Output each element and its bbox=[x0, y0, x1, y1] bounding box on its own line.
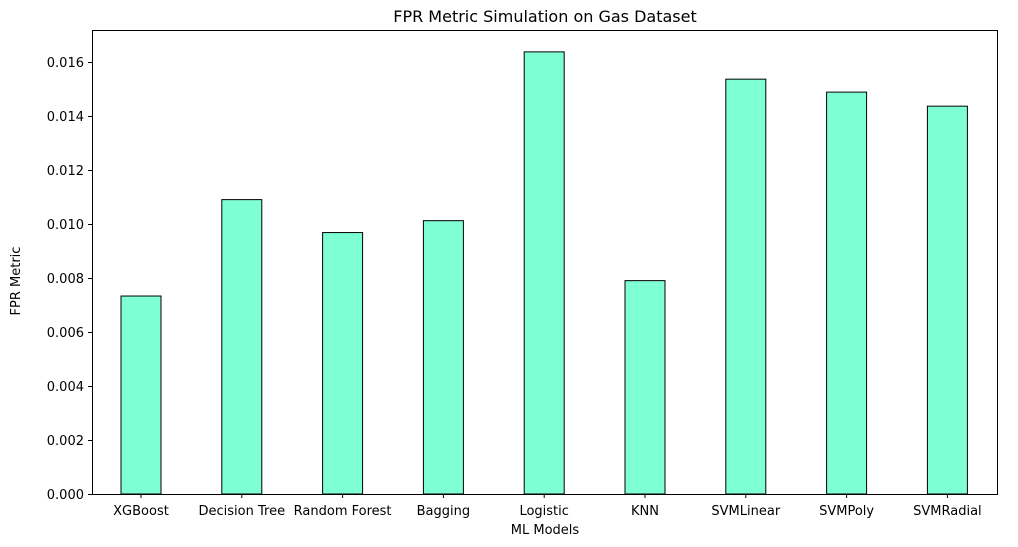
bar-xgboost bbox=[120, 295, 162, 495]
bars-group bbox=[120, 51, 968, 495]
x-tick-label: SVMRadial bbox=[913, 504, 982, 519]
bar-svmpoly bbox=[826, 91, 868, 495]
y-tick-label: 0.004 bbox=[47, 380, 84, 395]
x-tick-label: Bagging bbox=[417, 504, 471, 519]
y-axis-label: FPR Metric bbox=[9, 247, 24, 316]
chart-title: FPR Metric Simulation on Gas Dataset bbox=[393, 7, 697, 26]
bar-svmradial bbox=[926, 105, 968, 495]
y-tick-label: 0.010 bbox=[47, 218, 84, 233]
y-tick-label: 0.000 bbox=[47, 488, 84, 503]
y-tick-label: 0.002 bbox=[47, 434, 84, 449]
y-tick-label: 0.012 bbox=[47, 164, 84, 179]
plot-frame bbox=[92, 30, 998, 495]
x-axis-ticks: XGBoost Decision Tree Random Forest Bagging… bbox=[113, 494, 982, 519]
x-tick-label: XGBoost bbox=[113, 504, 169, 519]
bar-svmlinear bbox=[725, 78, 767, 495]
x-tick-label: SVMLinear bbox=[711, 504, 780, 519]
x-tick-label: SVMPoly bbox=[819, 504, 874, 519]
x-tick-label: Random Forest bbox=[294, 504, 392, 519]
y-tick-label: 0.014 bbox=[47, 110, 84, 125]
bar-logistic bbox=[523, 51, 565, 495]
x-tick-label: Logistic bbox=[519, 504, 568, 519]
y-tick-label: 0.008 bbox=[47, 272, 84, 287]
bar-decision-tree bbox=[221, 199, 263, 495]
x-axis-label: ML Models bbox=[511, 523, 580, 538]
x-tick-label: Decision Tree bbox=[199, 504, 286, 519]
y-tick-label: 0.006 bbox=[47, 326, 84, 341]
y-tick-label: 0.016 bbox=[47, 56, 84, 71]
bar-knn bbox=[624, 280, 666, 495]
x-tick-label: KNN bbox=[631, 504, 659, 519]
y-axis-ticks: 0.000 0.002 0.004 0.006 0.008 0.010 0.012 0.014… bbox=[47, 56, 92, 503]
bar-random-forest bbox=[322, 232, 364, 495]
bar-bagging bbox=[422, 220, 464, 495]
